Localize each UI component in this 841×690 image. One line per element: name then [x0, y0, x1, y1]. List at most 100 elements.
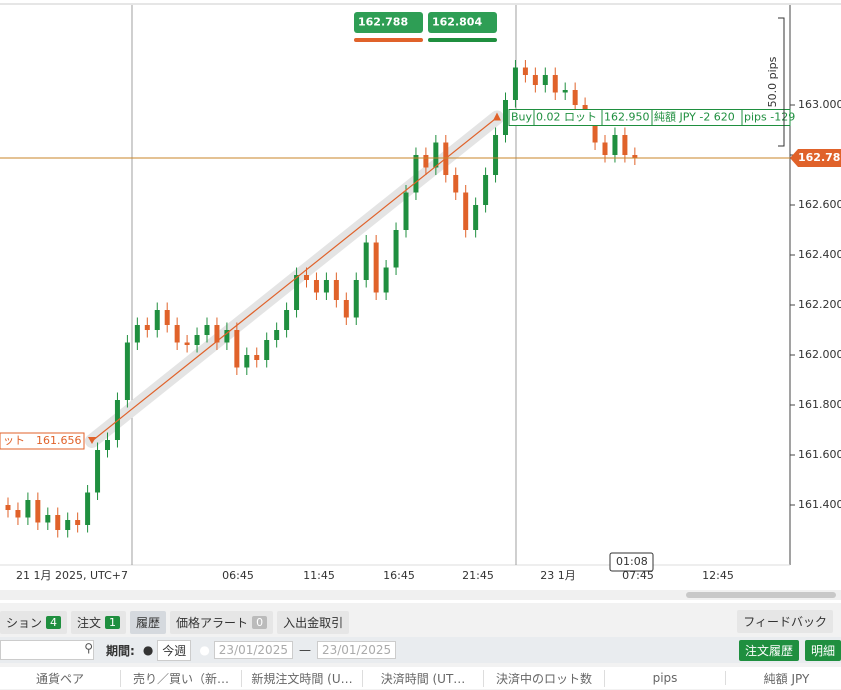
- tab[interactable]: 注文 1: [71, 610, 127, 634]
- buy-button[interactable]: 162.804: [428, 12, 497, 42]
- detail-button[interactable]: 明細: [804, 639, 841, 661]
- candle-body: [15, 510, 21, 518]
- candle-body: [144, 325, 150, 330]
- candle-body: [214, 325, 220, 343]
- candle-body: [493, 135, 499, 175]
- tab-label: 履歴: [136, 615, 161, 630]
- column-header: 新規注文時間 (U…: [242, 669, 363, 687]
- tab-count: 1: [105, 615, 121, 629]
- candle-body: [403, 192, 409, 230]
- candle-body: [592, 117, 598, 143]
- radio[interactable]: ●: [142, 643, 154, 657]
- candle-body: [105, 440, 110, 450]
- trade-line: [91, 117, 498, 442]
- candle-body: [353, 280, 359, 318]
- candle-body: [5, 505, 11, 510]
- feedback[interactable]: フィードバック: [737, 610, 833, 633]
- tab-label: 入出金取引: [283, 615, 344, 630]
- column-header: pips: [605, 671, 726, 685]
- candle-body: [174, 325, 180, 343]
- x-tick-label: 12:45: [702, 569, 734, 582]
- candle-body: [254, 355, 260, 360]
- history-button[interactable]: 注文履歴: [738, 639, 799, 661]
- candle-body: [532, 75, 538, 85]
- tab-label: ション: [6, 615, 43, 630]
- candle-body: [433, 142, 439, 168]
- tab-label: 注文: [77, 615, 102, 630]
- candle-body: [453, 175, 459, 193]
- y-tick-label: 162.000: [798, 348, 841, 361]
- entry-label-box: [0, 432, 85, 450]
- column-header: 純額 JPY: [726, 670, 841, 687]
- column-header: 決済中のロット数: [484, 669, 605, 687]
- y-tick-label: 162.600: [798, 198, 841, 211]
- y-tick-label: 162.400: [798, 248, 841, 261]
- candle-body: [85, 492, 91, 525]
- button-label: 162.804: [432, 16, 482, 29]
- x-tick-label: 06:45: [222, 569, 254, 582]
- y-tick-label: 161.400: [798, 498, 841, 511]
- candle-body: [423, 155, 429, 168]
- sell-button[interactable]: 162.788: [354, 12, 423, 42]
- date-to[interactable]: 23/01/2025: [316, 641, 397, 659]
- candle-body: [75, 520, 81, 525]
- x-tick-label: 11:45: [303, 569, 335, 582]
- candle-body: [383, 267, 389, 293]
- candle-body: [294, 275, 300, 310]
- radio[interactable]: ●: [199, 643, 210, 657]
- candle-body: [224, 330, 230, 343]
- tab-label: 価格アラート: [176, 615, 249, 630]
- candle-body: [542, 75, 548, 85]
- tab[interactable]: 入出金取引: [277, 610, 350, 634]
- feedback-label: フィードバック: [743, 615, 827, 629]
- button-bg: [428, 12, 497, 33]
- candle-body: [35, 500, 41, 523]
- candle-body: [363, 242, 369, 280]
- candle-body: [602, 142, 608, 155]
- candle-body: [55, 515, 61, 530]
- candle-body: [65, 520, 71, 530]
- column-header: 売り／買い（新…: [121, 669, 242, 687]
- button-label: 162.788: [358, 16, 408, 29]
- candle-body: [25, 500, 31, 518]
- column-header: 通貨ペア: [0, 669, 121, 687]
- tab[interactable]: 履歴: [130, 610, 167, 634]
- candle-body: [124, 342, 130, 400]
- y-tick-label: 161.600: [798, 448, 841, 461]
- candle-body: [284, 310, 290, 330]
- scrollbar-thumb[interactable]: [686, 592, 836, 598]
- candle-body: [552, 75, 558, 93]
- candle-body: [622, 135, 628, 155]
- candle-body: [483, 175, 489, 205]
- candle-body: [393, 230, 399, 268]
- y-tick-label: 163.000: [798, 98, 841, 111]
- y-tick-label: 161.800: [798, 398, 841, 411]
- candle-body: [572, 90, 578, 105]
- period-select[interactable]: 今週: [157, 639, 192, 661]
- candle-body: [244, 355, 250, 368]
- candle-body: [323, 280, 329, 293]
- search-box[interactable]: ⚲: [0, 640, 94, 660]
- exit-label-box: [508, 109, 791, 126]
- candle-body: [562, 90, 568, 93]
- chart-bg: [0, 0, 841, 603]
- tab-count: 0: [252, 615, 268, 629]
- date-from[interactable]: 23/01/2025: [213, 641, 293, 659]
- candle-body: [184, 342, 190, 345]
- column-header: 決済時間 (UT…: [363, 669, 484, 687]
- candle-body: [164, 310, 170, 325]
- table-header: 通貨ペア 売り／買い（新… 新規注文時間 (U… 決済時間 (UT… 決済中のロット数 p…: [0, 667, 841, 689]
- candle-body: [264, 340, 270, 360]
- tab-count: 4: [46, 615, 62, 629]
- trade-side: Buy: [511, 111, 533, 124]
- x-tick-label: 23 1月: [540, 569, 576, 582]
- tab[interactable]: ション 4: [0, 610, 68, 634]
- crosshair-time: 01:08: [616, 555, 648, 568]
- entry-price: 161.656: [36, 434, 82, 447]
- candle-body: [503, 100, 508, 135]
- candle-body: [473, 205, 479, 230]
- tab[interactable]: 価格アラート 0: [170, 610, 274, 634]
- candle-body: [522, 67, 528, 75]
- candle-body: [463, 192, 469, 230]
